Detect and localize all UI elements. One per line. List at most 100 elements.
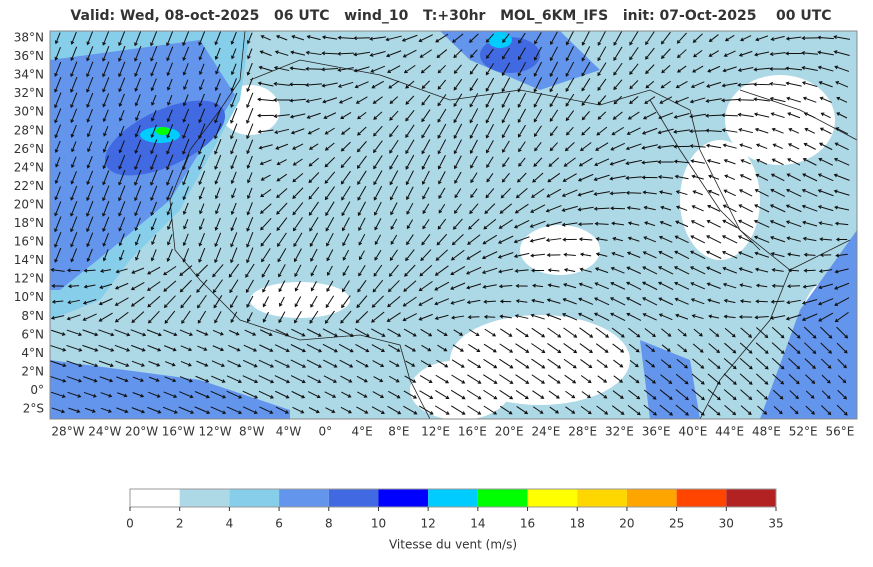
wind-arrow	[724, 404, 737, 416]
wind-arrow	[706, 159, 721, 165]
wind-arrow	[499, 374, 514, 384]
wind-arrow	[753, 219, 770, 228]
wind-arrow	[833, 157, 850, 166]
wind-arrow	[787, 342, 801, 355]
wind-arrow	[595, 343, 609, 353]
wind-arrow	[770, 35, 785, 41]
wind-arrow	[738, 267, 753, 274]
wind-arrow	[150, 185, 158, 202]
wind-arrow	[642, 266, 658, 275]
wind-arrow	[834, 297, 850, 306]
wind-arrow	[357, 185, 367, 201]
colorbar: 0 2 4 6 8 10 12 14 16 18 20 25 30 35	[126, 488, 784, 531]
wind-arrow	[309, 232, 319, 247]
wind-arrow	[723, 373, 737, 385]
wind-arrow	[756, 158, 768, 165]
wind-arrow	[690, 298, 705, 305]
wind-arrow	[324, 142, 335, 151]
wind-arrow	[230, 171, 237, 185]
wind-arrow	[610, 206, 625, 211]
wind-arrow	[629, 359, 639, 368]
lat-label: 0°	[30, 383, 44, 397]
wind-arrow	[403, 390, 417, 399]
wind-arrow	[593, 206, 610, 211]
wind-arrow	[593, 174, 610, 182]
wind-arrow	[612, 236, 624, 242]
wind-arrow	[836, 326, 849, 339]
wind-arrow	[755, 299, 768, 304]
wind-arrow	[273, 65, 290, 72]
wind-arrow	[356, 295, 368, 309]
wind-arrow	[708, 50, 719, 57]
wind-arrow	[389, 154, 399, 170]
wind-arrow	[307, 391, 321, 399]
wind-arrow	[291, 328, 306, 337]
wind-arrow	[641, 127, 658, 135]
wind-arrow	[326, 232, 334, 247]
wind-arrow	[470, 172, 478, 184]
wind-arrow	[722, 66, 737, 73]
wind-arrow	[565, 390, 576, 399]
wind-arrow	[769, 220, 786, 228]
wind-arrow	[627, 236, 640, 242]
wind-arrow	[483, 389, 498, 400]
wind-arrow	[390, 218, 398, 230]
wind-arrow	[642, 190, 657, 195]
wind-arrow	[548, 390, 560, 399]
wind-arrow	[804, 342, 817, 354]
wind-arrow	[514, 268, 529, 273]
wind-arrow	[531, 327, 546, 338]
wind-arrow	[691, 404, 705, 416]
wind-arrow	[740, 35, 752, 42]
wind-arrow	[164, 345, 177, 352]
wind-arrow	[246, 139, 254, 155]
wind-arrow	[706, 219, 721, 228]
wind-arrow	[50, 267, 65, 272]
wind-arrow	[357, 170, 367, 186]
wind-arrow	[581, 78, 591, 92]
wind-arrow	[246, 32, 253, 45]
wind-arrow	[98, 344, 115, 352]
wind-arrow	[214, 93, 222, 108]
wind-arrow	[340, 141, 351, 152]
wind-arrow	[675, 313, 689, 320]
wind-arrow	[70, 216, 78, 233]
wind-arrow	[565, 93, 575, 107]
wind-arrow	[341, 201, 351, 217]
wind-arrow	[517, 108, 527, 124]
wind-arrow	[454, 188, 462, 199]
wind-arrow	[437, 79, 447, 90]
wind-arrow	[374, 249, 382, 261]
wind-arrow	[453, 123, 463, 139]
wind-arrow	[820, 342, 833, 354]
wind-arrow	[612, 111, 623, 120]
wind-arrow	[676, 358, 688, 369]
colorbar-frame	[129, 488, 777, 508]
wind-arrow	[817, 50, 834, 56]
wind-arrow	[338, 96, 353, 104]
wind-arrow	[150, 139, 158, 155]
wind-arrow	[547, 172, 561, 183]
wind-arrow	[466, 250, 482, 260]
wind-arrow	[468, 218, 480, 230]
wind-arrow	[565, 46, 575, 62]
wind-arrow	[834, 268, 849, 274]
wind-arrow	[229, 329, 240, 336]
wind-arrow	[275, 34, 288, 41]
wind-arrow	[131, 360, 145, 367]
wind-arrow	[641, 144, 658, 150]
wind-arrow	[418, 34, 433, 43]
wind-arrow	[628, 327, 641, 338]
wind-arrow	[179, 265, 193, 277]
wind-arrow	[707, 388, 721, 401]
wind-arrow	[83, 391, 97, 398]
wind-arrow	[629, 31, 639, 46]
wind-arrow	[834, 65, 850, 72]
wind-arrow	[353, 36, 370, 41]
wind-arrow	[626, 312, 642, 321]
wind-arrow	[146, 281, 161, 291]
wind-arrow	[450, 282, 466, 290]
wind-arrow	[230, 247, 238, 264]
wind-arrow	[86, 248, 93, 262]
wind-arrow	[642, 111, 657, 120]
